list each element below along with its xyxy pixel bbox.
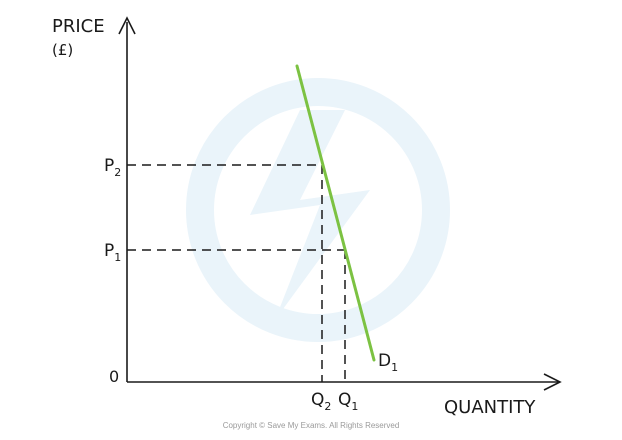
quantity-label-q2: Q2 xyxy=(311,390,331,413)
price-label-p2-subscript: 2 xyxy=(114,166,121,179)
price-label-p2-main: P xyxy=(104,156,114,176)
price-label-p2: P2 xyxy=(104,156,121,179)
x-axis-label: QUANTITY xyxy=(444,397,536,418)
price-label-p1-subscript: 1 xyxy=(114,251,121,264)
demand-label-main: D xyxy=(378,351,391,371)
guide-lines xyxy=(127,164,346,382)
copyright-footer: Copyright © Save My Exams. All Rights Re… xyxy=(222,421,400,430)
watermark-logo-icon xyxy=(186,78,450,342)
quantity-label-q1-subscript: 1 xyxy=(351,400,358,413)
quantity-label-q2-subscript: 2 xyxy=(324,400,331,413)
origin-label: 0 xyxy=(109,367,119,386)
demand-curve-d1 xyxy=(295,64,376,362)
y-axis-arrowhead xyxy=(118,16,136,35)
price-label-p1: P1 xyxy=(104,241,121,264)
demand-curve-label: D1 xyxy=(378,351,398,374)
quantity-label-q1-main: Q xyxy=(338,390,351,410)
quantity-label-q2-main: Q xyxy=(311,390,324,410)
demand-label-subscript: 1 xyxy=(391,361,398,374)
price-label-p1-main: P xyxy=(104,241,114,261)
quantity-label-q1: Q1 xyxy=(338,390,358,413)
x-axis-arrowhead xyxy=(543,373,562,391)
y-axis-label: PRICE xyxy=(52,16,105,37)
watermark-ring xyxy=(186,78,450,342)
y-axis-unit: (£) xyxy=(52,41,73,59)
watermark-bolt xyxy=(250,110,370,320)
